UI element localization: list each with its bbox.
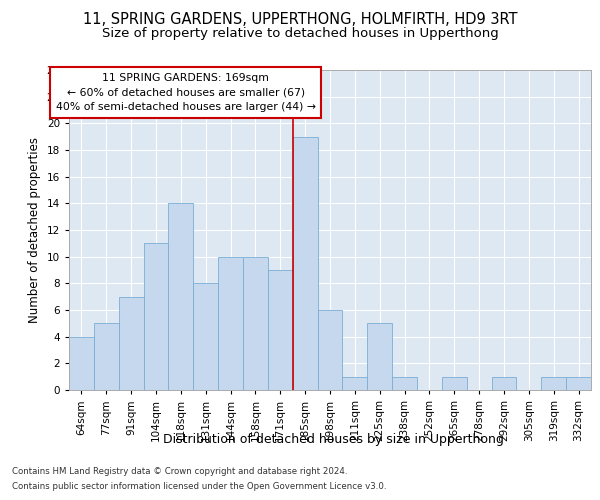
Text: Contains public sector information licensed under the Open Government Licence v3: Contains public sector information licen… [12, 482, 386, 491]
Text: Distribution of detached houses by size in Upperthong: Distribution of detached houses by size … [163, 432, 503, 446]
Bar [293, 136, 317, 390]
Bar [94, 324, 119, 390]
Bar [69, 336, 94, 390]
Bar [143, 244, 169, 390]
Bar [317, 310, 343, 390]
Bar [193, 284, 218, 390]
Bar [343, 376, 367, 390]
Bar [392, 376, 417, 390]
Bar [566, 376, 591, 390]
Text: Contains HM Land Registry data © Crown copyright and database right 2024.: Contains HM Land Registry data © Crown c… [12, 467, 347, 476]
Bar [268, 270, 293, 390]
Bar [541, 376, 566, 390]
Text: Size of property relative to detached houses in Upperthong: Size of property relative to detached ho… [101, 28, 499, 40]
Bar [119, 296, 143, 390]
Y-axis label: Number of detached properties: Number of detached properties [28, 137, 41, 323]
Text: 11 SPRING GARDENS: 169sqm
← 60% of detached houses are smaller (67)
40% of semi-: 11 SPRING GARDENS: 169sqm ← 60% of detac… [56, 72, 316, 112]
Bar [243, 256, 268, 390]
Bar [442, 376, 467, 390]
Bar [491, 376, 517, 390]
Bar [218, 256, 243, 390]
Text: 11, SPRING GARDENS, UPPERTHONG, HOLMFIRTH, HD9 3RT: 11, SPRING GARDENS, UPPERTHONG, HOLMFIRT… [83, 12, 517, 28]
Bar [169, 204, 193, 390]
Bar [367, 324, 392, 390]
